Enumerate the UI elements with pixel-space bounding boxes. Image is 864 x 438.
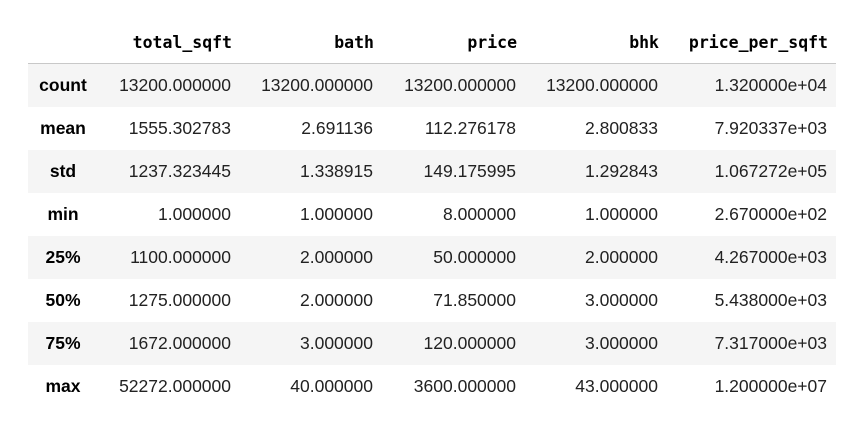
table-cell: 40.000000	[290, 375, 373, 396]
table-cell: 2.000000	[585, 246, 658, 267]
table-row: mean 1555.302783 2.691136 112.276178 2.80083…	[28, 107, 836, 150]
column-header-bhk: bhk	[525, 22, 667, 64]
table-row: 50% 1275.000000 2.000000 71.850000 3.000000 5…	[28, 279, 836, 322]
table-row: 25% 1100.000000 2.000000 50.000000 2.000000 4…	[28, 235, 836, 279]
row-label: mean	[40, 117, 86, 138]
table-cell: 149.175995	[423, 160, 516, 181]
table-cell: 1100.000000	[130, 246, 231, 267]
row-label: 75%	[45, 332, 81, 353]
table-cell: 13200.000000	[119, 74, 231, 95]
table-cell: 8.000000	[443, 203, 516, 224]
row-label: count	[39, 74, 87, 95]
header-row: total_sqft bath price bhk price_per_sqft	[28, 22, 836, 64]
dataframe-output: total_sqft bath price bhk price_per_sqft…	[28, 22, 836, 408]
table-cell: 13200.000000	[546, 74, 658, 95]
table-cell: 2.000000	[300, 246, 373, 267]
table-cell: 13200.000000	[261, 74, 373, 95]
table-cell: 2.670000e+02	[714, 203, 827, 224]
table-cell: 1555.302783	[128, 117, 231, 138]
table-row: 75% 1672.000000 3.000000 120.000000 3.000000…	[28, 321, 836, 365]
row-label: 50%	[45, 289, 81, 310]
table-cell: 2.691136	[301, 117, 373, 138]
table-row: min 1.000000 1.000000 8.000000 1.000000 2.670…	[28, 193, 836, 236]
table-cell: 7.920337e+03	[714, 117, 827, 138]
table-cell: 52272.000000	[119, 375, 231, 396]
table-cell: 3.000000	[585, 332, 658, 353]
column-header-total-sqft: total_sqft	[98, 22, 240, 64]
table-cell: 4.267000e+03	[714, 246, 827, 267]
table-cell: 2.800833	[585, 117, 658, 138]
table-cell: 1.000000	[300, 203, 373, 224]
column-header-bath: bath	[240, 22, 382, 64]
table-header: total_sqft bath price bhk price_per_sqft	[28, 22, 836, 64]
table-row: std 1237.323445 1.338915 149.175995 1.292843…	[28, 149, 836, 193]
row-label: std	[49, 160, 77, 181]
table-cell: 1.000000	[585, 203, 658, 224]
table-row: count 13200.000000 13200.000000 13200.00000…	[28, 63, 836, 107]
column-header-price-per-sqft: price_per_sqft	[667, 22, 836, 64]
index-header	[28, 22, 98, 64]
row-label: 25%	[45, 246, 81, 267]
table-cell: 5.438000e+03	[714, 289, 827, 310]
table-cell: 3.000000	[300, 332, 373, 353]
table-cell: 1.320000e+04	[714, 74, 827, 95]
table-cell: 3600.000000	[413, 375, 516, 396]
table-cell: 1.292843	[585, 160, 658, 181]
table-cell: 13200.000000	[404, 74, 516, 95]
table-cell: 1.000000	[158, 203, 231, 224]
table-cell: 120.000000	[423, 332, 516, 353]
table-row: max 52272.000000 40.000000 3600.000000 43.00…	[28, 365, 836, 408]
row-label: max	[45, 375, 81, 396]
table-cell: 3.000000	[585, 289, 658, 310]
table-cell: 1.067272e+05	[714, 160, 827, 181]
column-header-price: price	[382, 22, 525, 64]
table-cell: 1237.323445	[128, 160, 231, 181]
row-label: min	[47, 203, 79, 224]
table-cell: 1672.000000	[128, 332, 231, 353]
table-cell: 1275.000000	[128, 289, 231, 310]
table-cell: 43.000000	[575, 375, 658, 396]
table-cell: 7.317000e+03	[714, 332, 827, 353]
table-cell: 112.276178	[424, 117, 516, 138]
table-cell: 71.850000	[433, 289, 516, 310]
table-cell: 2.000000	[300, 289, 373, 310]
table-cell: 1.200000e+07	[714, 375, 827, 396]
table-cell: 1.338915	[300, 160, 373, 181]
table-body: count 13200.000000 13200.000000 13200.00000…	[28, 63, 836, 408]
table-cell: 50.000000	[433, 246, 516, 267]
describe-table: total_sqft bath price bhk price_per_sqft…	[28, 22, 836, 408]
